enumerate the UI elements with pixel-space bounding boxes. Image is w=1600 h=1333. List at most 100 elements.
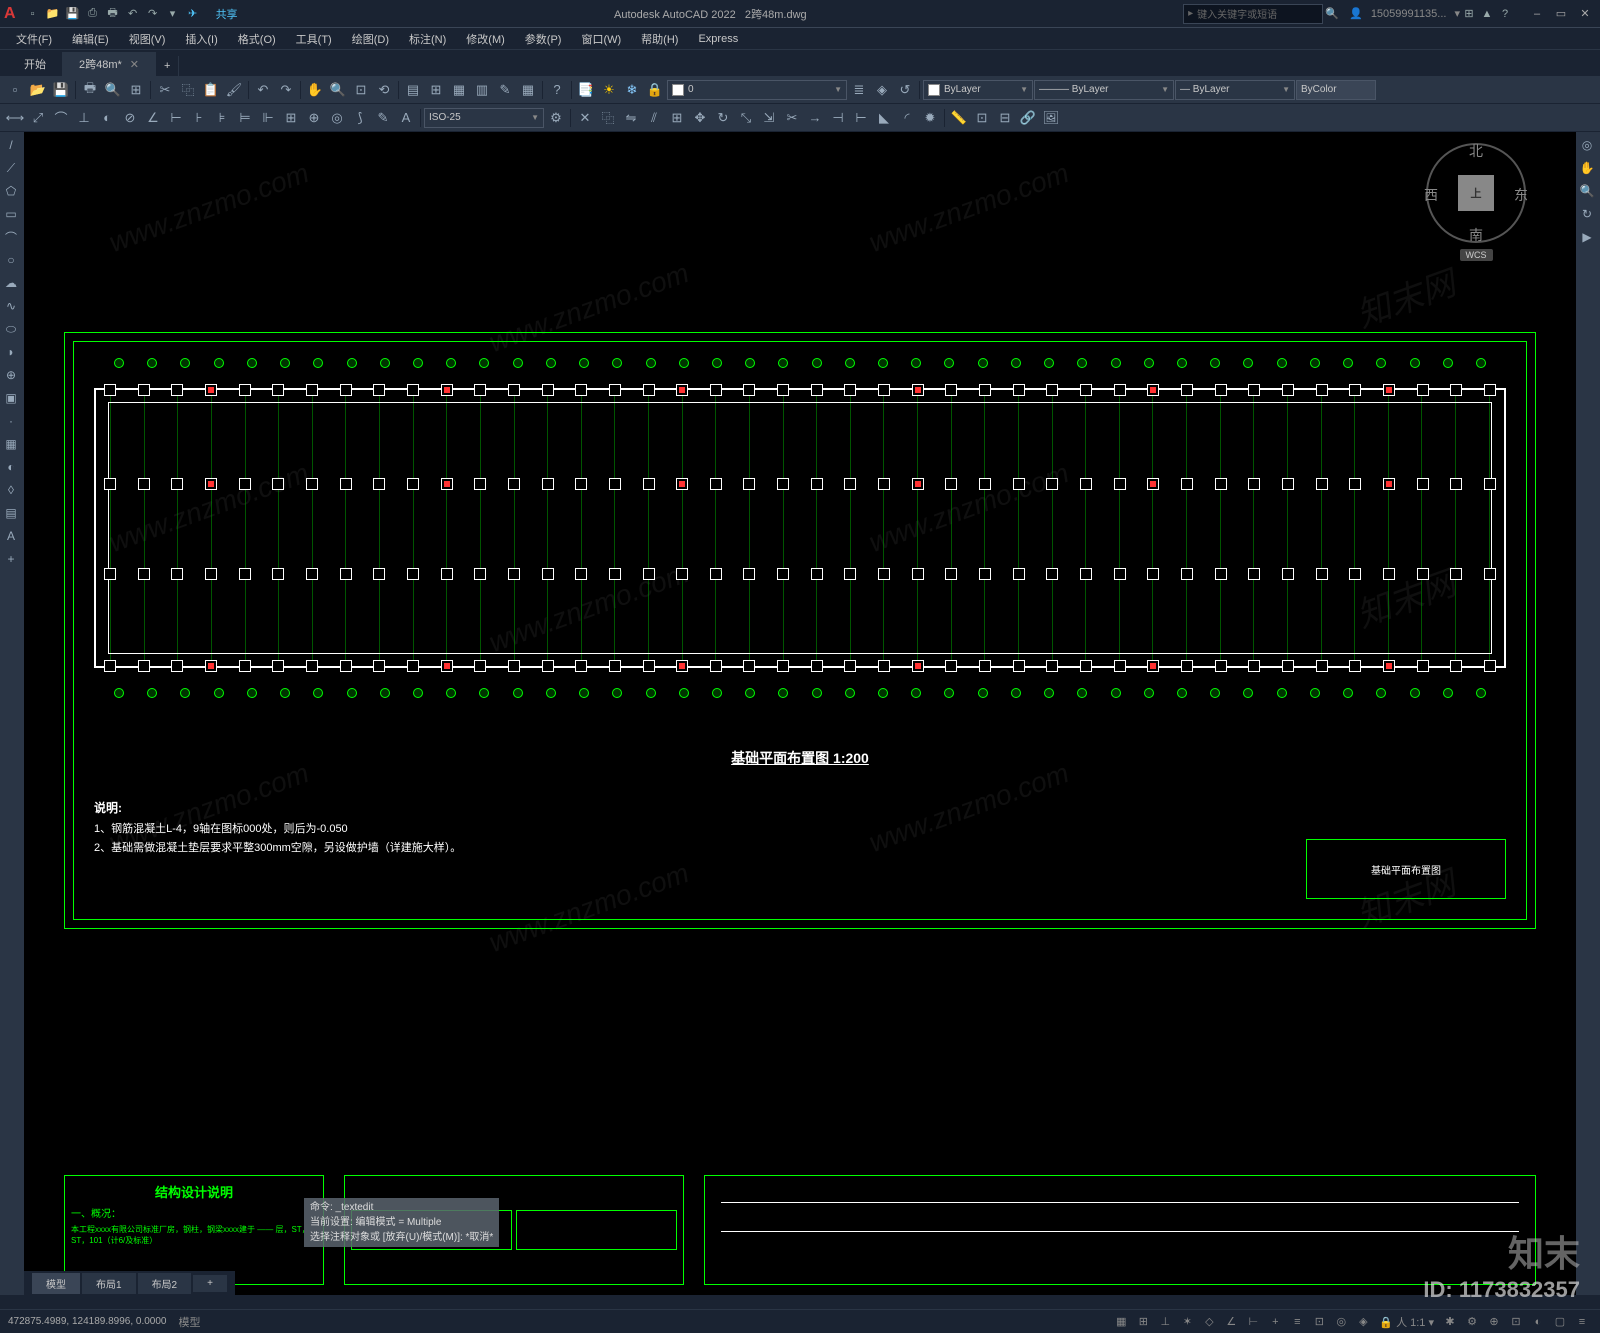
qat-plot-icon[interactable]: 🖶 <box>104 5 122 23</box>
menu-插入(I)[interactable]: 插入(I) <box>177 29 225 49</box>
dimaligned-icon[interactable]: ⤢ <box>27 107 49 129</box>
dimcont-icon[interactable]: ⊧ <box>211 107 233 129</box>
tab-document[interactable]: 2跨48m*✕ <box>63 52 156 76</box>
dimbreak-icon[interactable]: ⊩ <box>257 107 279 129</box>
qat-save-icon[interactable]: 💾 <box>64 5 82 23</box>
qat-dd-icon[interactable]: ▾ <box>164 5 182 23</box>
lwt-toggle-icon[interactable]: ≡ <box>1287 1312 1307 1332</box>
diminspect-icon[interactable]: ◎ <box>326 107 348 129</box>
dimedit-icon[interactable]: ✎ <box>372 107 394 129</box>
lineweight-dropdown[interactable]: — ByLayer▼ <box>1175 80 1295 100</box>
region-icon[interactable]: ◊ <box>0 479 22 501</box>
qat-redo-icon[interactable]: ↷ <box>144 5 162 23</box>
ortho-toggle-icon[interactable]: ⊥ <box>1155 1312 1175 1332</box>
share-link[interactable]: 共享 <box>216 6 238 22</box>
lock-icon[interactable]: 🔒 <box>644 79 666 101</box>
publish-icon[interactable]: ⊞ <box>125 79 147 101</box>
coordinates-readout[interactable]: 472875.4989, 124189.8996, 0.0000 <box>8 1316 167 1327</box>
cut-icon[interactable]: ✂ <box>154 79 176 101</box>
user-menu[interactable]: 👤 15059991135... ▾ <box>1349 7 1460 20</box>
showmotion-icon[interactable]: ▶ <box>1576 226 1598 248</box>
match-icon[interactable]: 🖌 <box>223 79 245 101</box>
osnap-toggle-icon[interactable]: ◇ <box>1199 1312 1219 1332</box>
join-icon[interactable]: ⊢ <box>850 107 872 129</box>
zoom-realtime-icon[interactable]: 🔍 <box>327 79 349 101</box>
qat-open-icon[interactable]: 📁 <box>44 5 62 23</box>
dimang-icon[interactable]: ∠ <box>142 107 164 129</box>
dimspace-icon[interactable]: ⊨ <box>234 107 256 129</box>
markup-icon[interactable]: ✎ <box>494 79 516 101</box>
minimize-button[interactable]: – <box>1526 5 1548 23</box>
save-icon[interactable]: 💾 <box>50 79 72 101</box>
menu-编辑(E)[interactable]: 编辑(E) <box>64 29 117 49</box>
extend-icon[interactable]: → <box>804 107 826 129</box>
snap-toggle-icon[interactable]: ⊞ <box>1133 1312 1153 1332</box>
menu-标注(N)[interactable]: 标注(N) <box>401 29 454 49</box>
workspace-icon[interactable]: ⚙ <box>1462 1312 1482 1332</box>
erase-icon[interactable]: ✕ <box>574 107 596 129</box>
dyn-toggle-icon[interactable]: + <box>1265 1312 1285 1332</box>
point-icon[interactable]: · <box>0 410 22 432</box>
insert-icon[interactable]: ⊕ <box>0 364 22 386</box>
trim-icon[interactable]: ✂ <box>781 107 803 129</box>
open-icon[interactable]: 📂 <box>27 79 49 101</box>
search-icon[interactable]: 🔍 <box>1323 5 1341 23</box>
table-icon[interactable]: ▤ <box>0 502 22 524</box>
app-switcher-icon[interactable]: ⊞ <box>1460 5 1478 23</box>
zoomext-icon[interactable]: 🔍 <box>1576 180 1598 202</box>
revcloud-icon[interactable]: ☁ <box>0 272 22 294</box>
tpy-toggle-icon[interactable]: ⊡ <box>1309 1312 1329 1332</box>
model-space-canvas[interactable]: 北 南 东 西 上 WCS www.znzmo.com www.znzmo.co… <box>24 132 1576 1295</box>
anno-monitor-icon[interactable]: ⊕ <box>1484 1312 1504 1332</box>
anno-scale[interactable]: 🔒 人 1:1 ▾ <box>1375 1312 1438 1332</box>
circle-icon[interactable]: ○ <box>0 249 22 271</box>
pan2-icon[interactable]: ✋ <box>1576 157 1598 179</box>
gradient-icon[interactable]: ◐ <box>0 456 22 478</box>
dimstyle-icon[interactable]: ⚙ <box>545 107 567 129</box>
layout-tab-布局1[interactable]: 布局1 <box>82 1273 136 1294</box>
scale-icon[interactable]: ⤡ <box>735 107 757 129</box>
isolate-icon[interactable]: ◐ <box>1528 1312 1548 1332</box>
mtext-icon[interactable]: A <box>0 525 22 547</box>
qat-undo-icon[interactable]: ↶ <box>124 5 142 23</box>
freeze-icon[interactable]: ❄ <box>621 79 643 101</box>
menu-帮助(H)[interactable]: 帮助(H) <box>633 29 686 49</box>
dimtedit-icon[interactable]: A <box>395 107 417 129</box>
linetype-dropdown[interactable]: ——— ByLayer▼ <box>1034 80 1174 100</box>
array-icon[interactable]: ⊞ <box>666 107 688 129</box>
pan-icon[interactable]: ✋ <box>304 79 326 101</box>
spline-icon[interactable]: ∿ <box>0 295 22 317</box>
designcenter-icon[interactable]: ⊞ <box>425 79 447 101</box>
tab-close-icon[interactable]: ✕ <box>130 59 139 71</box>
help-search-input[interactable]: ▸键入关键字或短语 <box>1183 4 1323 24</box>
ungroup-icon[interactable]: ⊟ <box>994 107 1016 129</box>
menu-工具(T)[interactable]: 工具(T) <box>288 29 340 49</box>
break-icon[interactable]: ⊣ <box>827 107 849 129</box>
arc-icon[interactable]: ⌒ <box>0 226 22 248</box>
layout-add-button[interactable]: + <box>193 1275 227 1292</box>
restore-button[interactable]: ▭ <box>1550 5 1572 23</box>
view-cube[interactable]: 北 南 东 西 上 WCS <box>1416 142 1536 262</box>
line-icon[interactable]: / <box>0 134 22 156</box>
sun-icon[interactable]: ☀ <box>598 79 620 101</box>
polygon-icon[interactable]: ⬠ <box>0 180 22 202</box>
selection-cycle-icon[interactable]: ◎ <box>1331 1312 1351 1332</box>
tab-new-button[interactable]: + <box>156 56 179 76</box>
dimquick-icon[interactable]: ⊢ <box>165 107 187 129</box>
polar-toggle-icon[interactable]: ✶ <box>1177 1312 1197 1332</box>
chamfer-icon[interactable]: ◣ <box>873 107 895 129</box>
menu-文件(F)[interactable]: 文件(F) <box>8 29 60 49</box>
mirror-icon[interactable]: ⇋ <box>620 107 642 129</box>
ellipse-icon[interactable]: ⬭ <box>0 318 22 340</box>
block-icon[interactable]: ▣ <box>0 387 22 409</box>
fillet-icon[interactable]: ◜ <box>896 107 918 129</box>
print-icon[interactable]: 🖶 <box>79 79 101 101</box>
undo-icon[interactable]: ↶ <box>252 79 274 101</box>
dimjog-icon[interactable]: ⟆ <box>349 107 371 129</box>
clean-screen-icon[interactable]: ▢ <box>1550 1312 1570 1332</box>
layer-dropdown[interactable]: 0▼ <box>667 80 847 100</box>
layers-icon[interactable]: ≣ <box>848 79 870 101</box>
sheetset-icon[interactable]: ▥ <box>471 79 493 101</box>
copy2-icon[interactable]: ⿻ <box>597 107 619 129</box>
dimbase-icon[interactable]: ⊦ <box>188 107 210 129</box>
